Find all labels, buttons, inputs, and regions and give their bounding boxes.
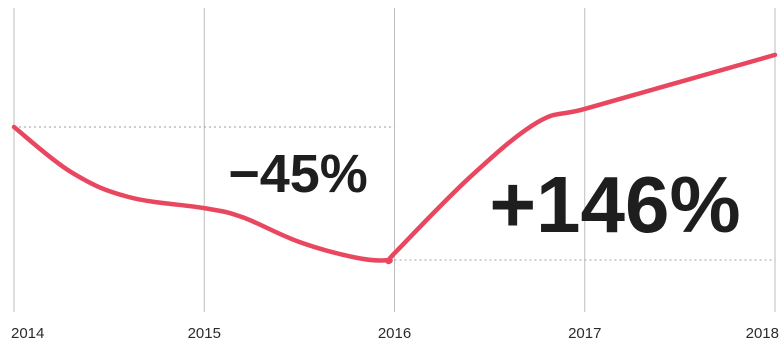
reference-lines [14, 126, 775, 261]
vertical-gridlines [13, 8, 776, 312]
annotation-decline: −45% [228, 144, 368, 204]
x-tick-label-2015: 2015 [188, 325, 221, 342]
annotation-increase: +146% [489, 160, 740, 249]
x-tick-label-2017: 2017 [568, 325, 601, 342]
series-line [11, 52, 778, 265]
x-tick-label-2014: 2014 [11, 325, 44, 342]
x-tick-label-2018: 2018 [746, 325, 779, 342]
x-tick-label-2016: 2016 [378, 325, 411, 342]
x-axis-tick-labels: 2014 2015 2016 2017 2018 [11, 325, 779, 342]
